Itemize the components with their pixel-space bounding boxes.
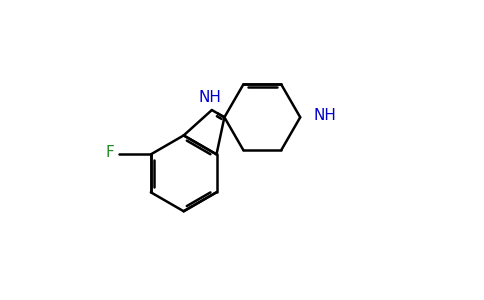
Text: NH: NH <box>199 90 222 105</box>
Text: NH: NH <box>313 108 336 123</box>
Text: F: F <box>106 146 114 160</box>
